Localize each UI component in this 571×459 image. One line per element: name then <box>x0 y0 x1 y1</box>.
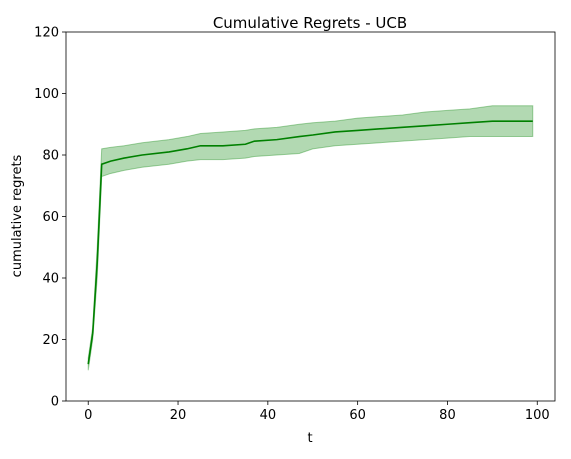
x-tick-label: 20 <box>170 408 187 423</box>
x-tick-label: 100 <box>525 408 550 423</box>
y-axis-label: cumulative regrets <box>10 154 25 277</box>
y-tick-label: 80 <box>42 149 59 164</box>
chart-title: Cumulative Regrets - UCB <box>213 14 407 32</box>
y-tick-label: 120 <box>34 26 59 41</box>
x-tick-label: 0 <box>84 408 92 423</box>
x-axis-label: t <box>307 431 312 446</box>
y-tick-label: 60 <box>42 210 59 225</box>
x-axis: 0 20 40 60 80 100 <box>84 401 550 423</box>
y-tick-label: 40 <box>42 272 59 287</box>
y-axis: 0 20 40 60 80 100 120 <box>34 26 66 410</box>
mean-line <box>87 120 533 365</box>
x-tick-label: 80 <box>439 408 456 423</box>
confidence-band <box>87 105 534 371</box>
y-tick-label: 100 <box>34 87 59 102</box>
x-tick-label: 40 <box>260 408 277 423</box>
plot-frame <box>65 31 556 402</box>
plot-content <box>87 105 534 371</box>
y-tick-label: 0 <box>51 395 59 410</box>
x-tick-label: 60 <box>349 408 366 423</box>
y-tick-label: 20 <box>42 333 59 348</box>
